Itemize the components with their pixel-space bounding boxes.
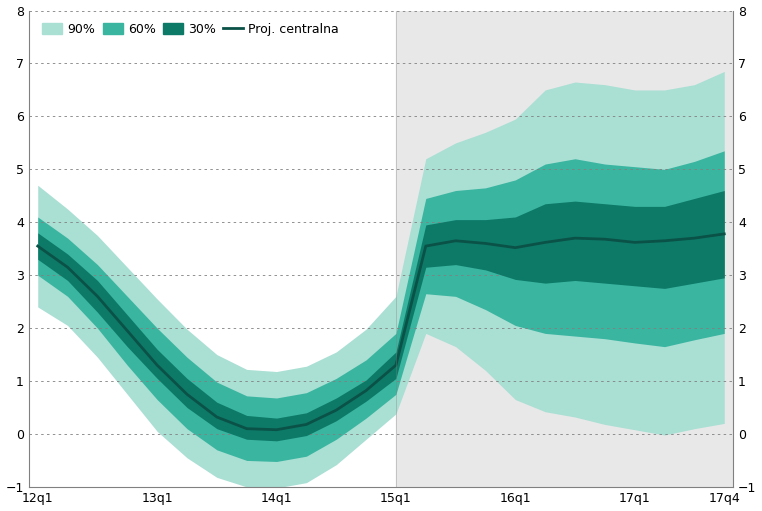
Bar [396, 11, 739, 487]
Legend: 90%, 60%, 30%, Proj. centralna: 90%, 60%, 30%, Proj. centralna [39, 19, 343, 40]
